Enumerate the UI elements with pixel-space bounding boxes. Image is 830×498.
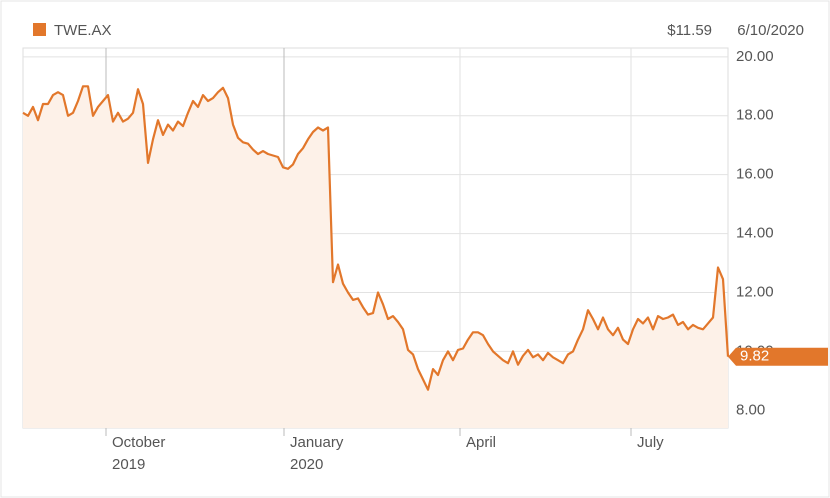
quote: $11.59 [667, 22, 712, 39]
area [23, 86, 728, 429]
x-tick-year: 2020 [290, 456, 323, 473]
y-tick-label: 8.00 [736, 401, 765, 418]
price-tag-label: 9.82 [740, 348, 769, 365]
legend-swatch [33, 23, 46, 36]
y-tick-label: 14.00 [736, 225, 774, 242]
date: 6/10/2020 [737, 22, 804, 39]
price-tag [728, 347, 828, 366]
legend-label: TWE.AX [54, 22, 112, 39]
x-tick-label: January [290, 434, 344, 451]
y-tick-label: 20.00 [736, 48, 774, 65]
x-tick-label: October [112, 434, 165, 451]
x-tick-label: July [637, 434, 664, 451]
line [22, 85, 730, 391]
x-tick-year: 2019 [112, 456, 145, 473]
y-tick-label: 12.00 [736, 283, 774, 300]
y-tick-label: 16.00 [736, 166, 774, 183]
y-tick-label: 18.00 [736, 107, 774, 124]
x-tick-label: April [466, 434, 496, 451]
